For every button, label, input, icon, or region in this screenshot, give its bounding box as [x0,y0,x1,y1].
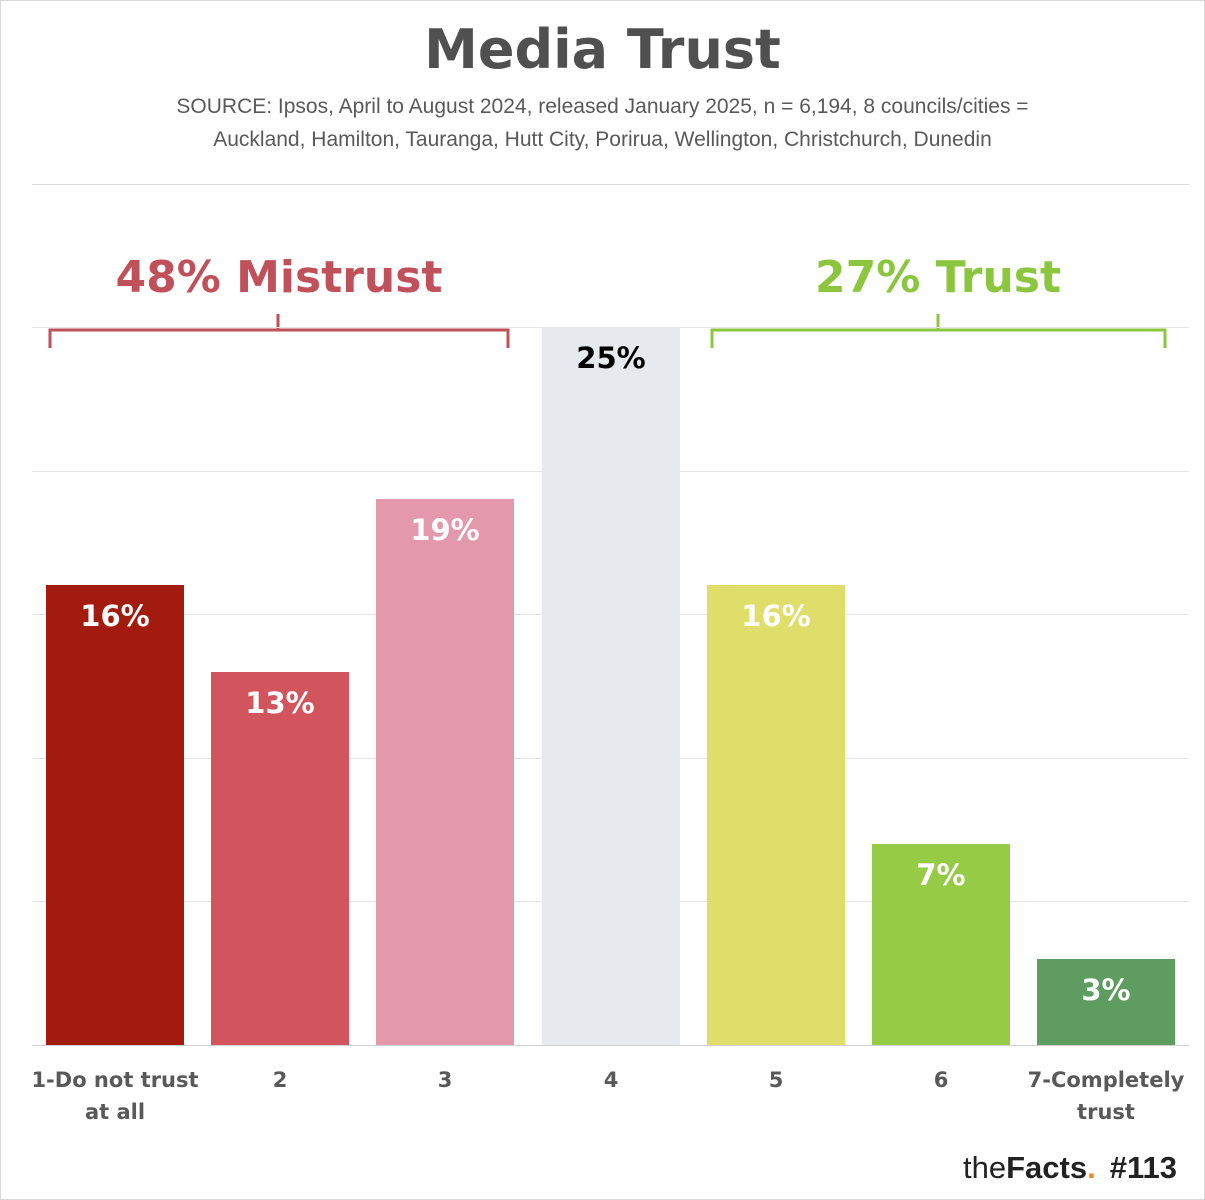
subtitle-line-1: SOURCE: Ipsos, April to August 2024, rel… [176,95,1029,118]
category-label: 7-Completely trust [1017,1064,1195,1128]
bar-value-label: 16% [741,599,811,633]
bar: 3% [1037,959,1175,1045]
bar: 16% [46,585,184,1045]
category-label-line2: at all [84,1100,146,1124]
bar: 13% [211,672,349,1045]
category-label: 2 [191,1064,369,1096]
mistrust-group-label: 48% Mistrust [115,252,443,303]
category-label-line1: 1-Do not trust [31,1068,199,1092]
category-label-line1: 4 [603,1068,619,1092]
category-label-line1: 7-Completely [1027,1068,1185,1092]
bar-value-label: 3% [1081,973,1131,1007]
bar-value-label: 13% [245,686,315,720]
bar: 25% [542,327,680,1045]
chart-title: Media Trust [424,18,781,81]
trust-group-label: 27% Trust [814,252,1062,303]
brand-dot: . [1087,1150,1096,1185]
bar-value-label: 25% [576,341,646,375]
bar-value-label: 19% [410,513,480,547]
category-label: 3 [356,1064,534,1096]
bar-value-label: 7% [916,858,966,892]
issue-number: #113 [1109,1150,1177,1185]
subtitle-line-2: Auckland, Hamilton, Tauranga, Hutt City,… [213,128,992,151]
category-label: 1-Do not trust at all [26,1064,204,1128]
category-label: 4 [522,1064,700,1096]
bar-value-label: 16% [80,599,150,633]
brand-facts: Facts [1006,1150,1088,1185]
category-label: 6 [852,1064,1030,1096]
brand-the: the [963,1150,1007,1185]
trust-bracket [710,314,1167,348]
x-axis-baseline [32,1045,1189,1046]
category-label-line1: 2 [272,1068,288,1092]
category-label-line2: trust [1077,1100,1135,1124]
mistrust-bracket [48,314,510,348]
bar: 19% [376,499,514,1045]
category-label-line1: 3 [437,1068,453,1092]
brand-logo: theFacts. #113 [963,1150,1177,1186]
bar: 7% [872,844,1010,1045]
header-divider [32,184,1189,185]
category-label: 5 [687,1064,865,1096]
chart-subtitle: SOURCE: Ipsos, April to August 2024, rel… [0,90,1205,156]
category-label-line1: 5 [768,1068,784,1092]
category-label-line1: 6 [933,1068,949,1092]
bar: 16% [707,585,845,1045]
